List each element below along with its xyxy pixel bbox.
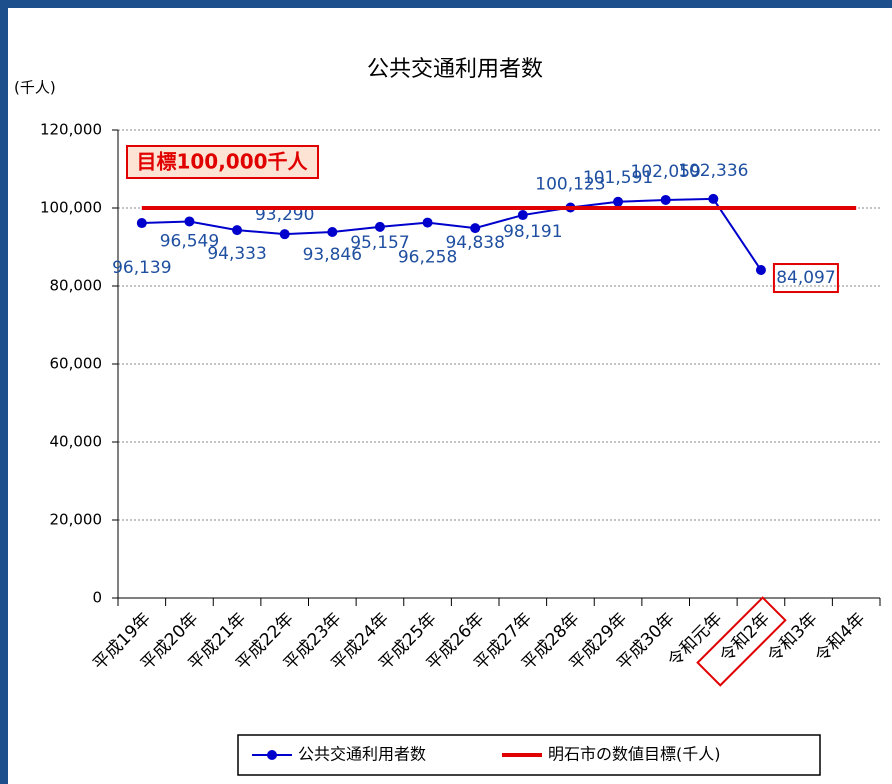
point [517, 210, 528, 221]
legend-label: 明石市の数値目標(千人) [548, 745, 721, 764]
point [422, 217, 433, 228]
y-tick-label: 60,000 [50, 355, 103, 373]
y-tick-label: 80,000 [50, 277, 103, 295]
value-label: 96,258 [398, 248, 457, 268]
value-label: 93,846 [303, 245, 362, 265]
y-tick-label: 120,000 [40, 121, 102, 139]
series-line [141, 197, 762, 271]
legend-label: 公共交通利用者数 [298, 745, 426, 764]
value-label-box [772, 263, 839, 294]
point [279, 229, 290, 240]
value-label: 101,591 [583, 168, 653, 188]
y-tick-label: 20,000 [50, 511, 103, 529]
point [136, 218, 147, 229]
annotation-box [126, 145, 319, 179]
chart-title: 公共交通利用者数 [367, 57, 543, 82]
value-label: 93,290 [255, 205, 314, 225]
point [232, 225, 243, 236]
point [470, 223, 481, 234]
value-label: 102,336 [678, 161, 748, 181]
value-label: 95,157 [350, 233, 409, 253]
point [184, 216, 195, 227]
point [708, 193, 719, 204]
y-unit: (千人) [14, 79, 56, 97]
point [613, 196, 624, 207]
panel [8, 8, 892, 784]
point [327, 227, 338, 238]
legend-marker [267, 750, 277, 760]
value-label: 96,549 [160, 231, 219, 251]
annotation: 目標100,000千人 [136, 150, 308, 174]
y-tick-label: 100,000 [40, 199, 102, 217]
y-tick-label: 0 [92, 589, 102, 607]
point [755, 265, 766, 276]
value-label: 98,191 [503, 222, 562, 242]
value-label: 100,123 [535, 175, 605, 195]
value-label: 94,838 [445, 233, 504, 253]
value-label: 96,139 [112, 258, 171, 278]
value-label: 102,059 [631, 162, 701, 182]
point [660, 194, 671, 205]
highlight-box [696, 596, 787, 687]
value-label: 84,097 [776, 268, 835, 288]
value-label: 94,333 [207, 244, 266, 264]
y-tick-label: 40,000 [50, 433, 103, 451]
point [374, 221, 385, 232]
